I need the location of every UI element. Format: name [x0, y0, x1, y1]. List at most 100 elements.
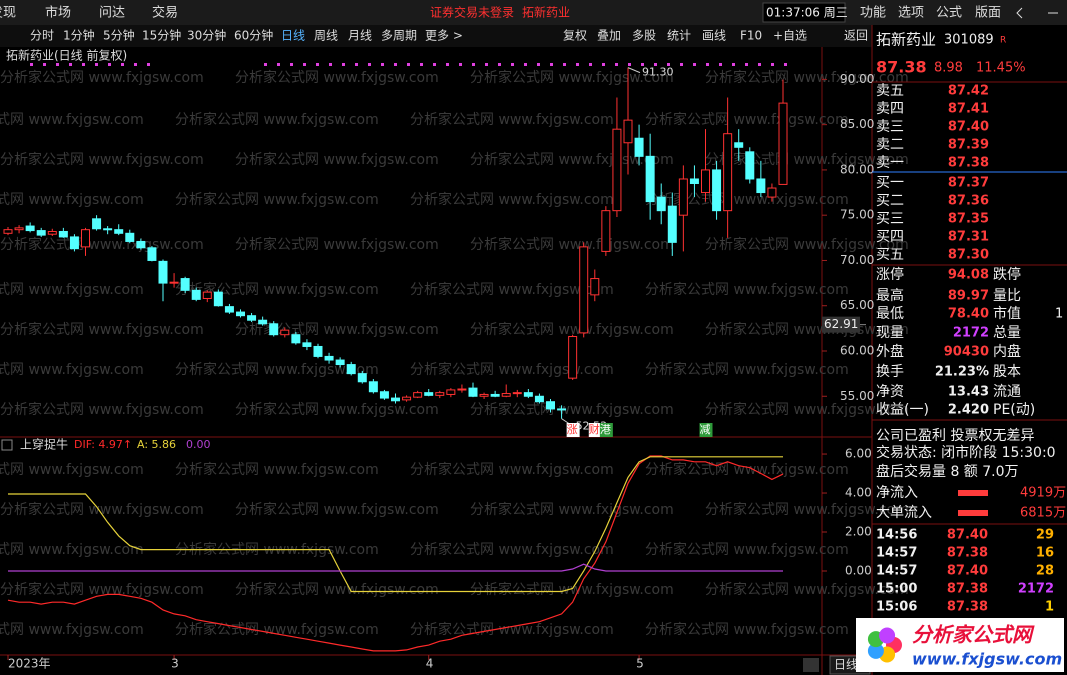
stat-label: 跌停 — [993, 266, 1021, 283]
signal-dot — [706, 63, 709, 66]
candle-body — [601, 210, 611, 252]
tool-button[interactable]: 画线 — [702, 29, 726, 43]
candle-body — [546, 401, 555, 410]
period-tab[interactable]: 1分钟 — [63, 28, 95, 43]
tool-button[interactable]: 多股 — [632, 29, 656, 43]
stat-label: 收益(一) — [876, 402, 929, 418]
watermark: 分析家公式网 www.fxjgsw.com — [0, 236, 204, 253]
tool-button[interactable]: +自选 — [773, 29, 807, 43]
y-tick-label: 70.00 — [840, 253, 874, 267]
period-tab[interactable]: 60分钟 — [234, 28, 273, 43]
trade-price: 87.38 — [947, 546, 988, 561]
signal-dot — [459, 63, 462, 66]
period-tab[interactable]: 15分钟 — [142, 28, 181, 43]
signal-dot — [654, 63, 657, 66]
period-tab[interactable]: 日线 — [281, 29, 305, 43]
candle-body — [346, 364, 356, 375]
stat-value: 78.40 — [948, 307, 989, 322]
menu-item[interactable]: 功能 — [860, 6, 886, 21]
stat-label: PE(动) — [993, 402, 1035, 418]
trade-volume: 16 — [1036, 546, 1054, 561]
menu-item[interactable]: 市场 — [45, 5, 71, 21]
y-tick-label: 80.00 — [840, 162, 874, 176]
menu-item[interactable]: 问达 — [99, 6, 125, 21]
period-tab[interactable]: 30分钟 — [187, 28, 226, 43]
watermark: 分析家公式网 www.fxjgsw.com — [470, 401, 674, 418]
logo-petal — [867, 642, 884, 659]
y-tick-label: 90.00 — [840, 72, 874, 86]
tool-button[interactable]: 统计 — [667, 29, 691, 43]
candle-body — [734, 142, 744, 148]
flow-bar — [958, 510, 988, 516]
tool-button[interactable]: 返回 — [844, 29, 868, 43]
stat-value: 2172 — [953, 326, 989, 341]
candle-body — [667, 205, 677, 243]
watermark: 分析家公式网 www.fxjgsw.com — [645, 461, 849, 478]
menu-item[interactable]: 发现 — [0, 5, 16, 21]
candle-body — [247, 315, 257, 321]
candle-body — [368, 381, 378, 393]
stat-label: 内盘 — [993, 343, 1021, 360]
signal-dot — [576, 63, 579, 66]
clock-box — [762, 2, 846, 23]
stock-name: 拓新药业 — [876, 31, 936, 49]
menu-item[interactable]: 公式 — [936, 6, 962, 21]
watermark: 分析家公式网 www.fxjgsw.com — [645, 281, 849, 298]
candle-body — [490, 393, 500, 397]
stat-label: 市值 — [993, 305, 1021, 322]
candle-body — [689, 178, 699, 185]
watermark: 分析家公式网 www.fxjgsw.com — [235, 151, 439, 168]
watermark: 分析家公式网 www.fxjgsw.com — [0, 111, 144, 128]
flow-bar — [958, 490, 988, 496]
period-tab[interactable]: 更多 > — [425, 29, 463, 43]
watermark: 分析家公式网 www.fxjgsw.com — [0, 581, 204, 598]
watermark: 分析家公式网 www.fxjgsw.com — [470, 69, 674, 86]
book-label: 买一 — [876, 175, 904, 191]
signal-dot — [615, 63, 618, 66]
period-tab[interactable]: 多周期 — [381, 29, 417, 43]
book-label: 卖一 — [876, 155, 904, 171]
annotation-leader — [627, 67, 641, 74]
trade-time: 15:06 — [876, 600, 917, 615]
marker: 涨 — [567, 423, 578, 436]
pane-icon[interactable] — [1, 439, 13, 451]
x-tick-label: 5 — [636, 657, 644, 671]
period-tab[interactable]: 5分钟 — [103, 28, 135, 43]
book-label: 买四 — [876, 229, 904, 245]
signal-dot — [641, 63, 644, 66]
stat-label: 涨停 — [876, 266, 904, 283]
signal-dot — [667, 63, 670, 66]
stat-label: 现量 — [876, 325, 904, 341]
period-tag: 日线 — [834, 658, 858, 672]
menu-item[interactable]: 版面 — [975, 6, 1001, 21]
tool-button[interactable]: 叠加 — [597, 29, 621, 43]
window-icons[interactable] — [1016, 7, 1058, 19]
period-tab[interactable]: 周线 — [314, 29, 338, 43]
tool-button[interactable]: F10 — [740, 29, 762, 43]
candle-body — [446, 389, 456, 395]
signal-dot — [82, 63, 85, 66]
y-tick-label: 60.00 — [840, 343, 874, 357]
menu-item[interactable]: 交易 — [152, 5, 178, 21]
y-tick-label: 6.00 — [845, 447, 872, 461]
candle-body — [114, 229, 124, 234]
logo-petal — [879, 627, 896, 644]
watermark: 分析家公式网 www.fxjgsw.com — [705, 151, 909, 168]
signal-dot — [498, 63, 501, 66]
scroll[interactable] — [803, 658, 819, 672]
period-tab[interactable]: 分时 — [30, 29, 54, 43]
candle-body — [723, 133, 733, 212]
menu-item[interactable]: 选项 — [898, 6, 924, 21]
candle-body — [36, 230, 46, 236]
tool-button[interactable]: 复权 — [563, 29, 587, 43]
x-tick-label: 4 — [426, 657, 434, 671]
candle-body — [756, 178, 766, 194]
period-tab[interactable]: 月线 — [348, 29, 372, 43]
watermark: 分析家公式网 www.fxjgsw.com — [470, 236, 674, 253]
watermark: 分析家公式网 www.fxjgsw.com — [235, 501, 439, 518]
watermark: 分析家公式网 www.fxjgsw.com — [175, 461, 379, 478]
watermark: 分析家公式网 www.fxjgsw.com — [0, 321, 204, 338]
candle-body — [3, 229, 13, 234]
candle-body — [479, 393, 489, 397]
